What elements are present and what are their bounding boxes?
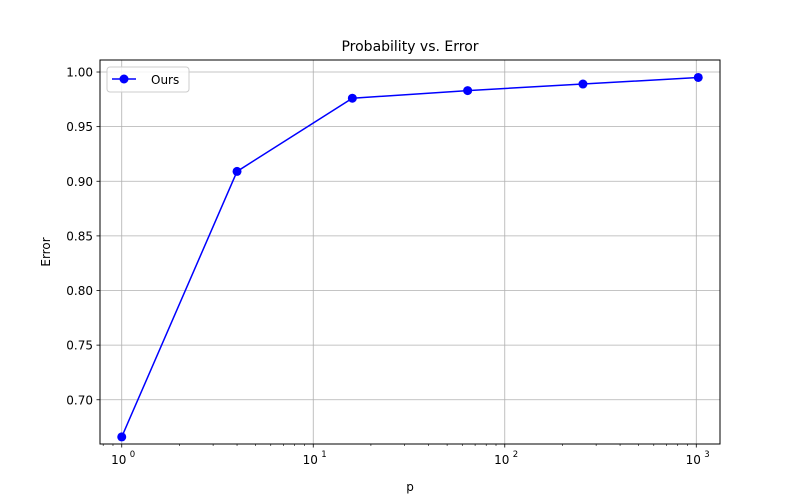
y-tick-label: 0.80 xyxy=(66,284,93,298)
x-tick-exponent: 1 xyxy=(321,450,326,460)
y-tick-label: 0.90 xyxy=(66,175,93,189)
y-tick-label: 0.75 xyxy=(66,339,93,353)
data-point xyxy=(463,86,473,96)
x-tick-label: 10 xyxy=(494,453,509,467)
y-tick-label: 0.70 xyxy=(66,393,93,407)
x-axis-label: p xyxy=(406,480,414,494)
series-line-ours xyxy=(121,76,699,438)
y-tick-label: 0.95 xyxy=(66,120,93,134)
data-point xyxy=(347,93,357,103)
legend-box xyxy=(106,66,190,93)
data-point xyxy=(117,432,127,442)
data-point xyxy=(232,166,242,176)
grid xyxy=(100,60,720,444)
x-axis-ticks: 10 0 10 1 10 2 10 3 xyxy=(111,444,710,467)
legend-label: Ours xyxy=(151,73,179,87)
y-tick-label: 0.85 xyxy=(66,229,93,243)
legend-marker-sample xyxy=(119,74,129,84)
x-tick-label: 10 xyxy=(303,453,318,467)
x-tick-exponent: 0 xyxy=(130,450,135,460)
x-tick-exponent: 3 xyxy=(704,450,709,460)
x-tick-label: 10 xyxy=(111,453,126,467)
y-axis-label: Error xyxy=(39,237,53,266)
series-layer xyxy=(117,72,703,442)
y-axis-ticks: 0.70 0.75 0.80 0.85 0.90 0.95 1.00 xyxy=(66,66,100,407)
y-tick-label: 1.00 xyxy=(66,66,93,80)
x-tick-exponent: 2 xyxy=(513,450,518,460)
chart-title: Probability vs. Error xyxy=(341,39,478,55)
data-point xyxy=(693,72,703,82)
x-tick-label: 10 xyxy=(686,453,701,467)
plot-frame xyxy=(99,59,721,445)
legend: Ours xyxy=(106,66,190,93)
data-point xyxy=(578,79,588,89)
